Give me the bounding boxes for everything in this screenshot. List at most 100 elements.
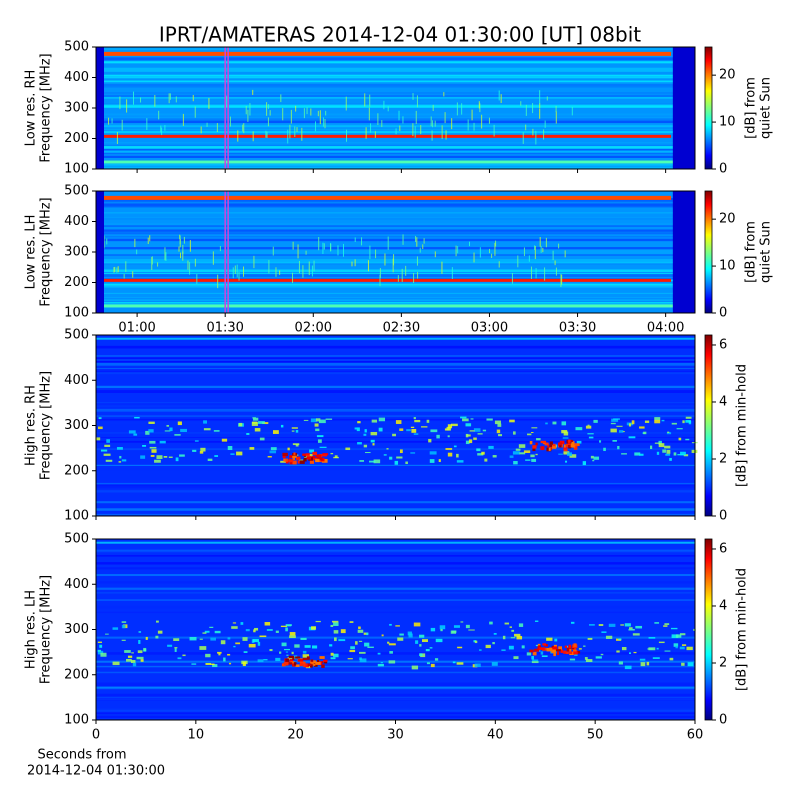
spectrogram-speckle xyxy=(285,651,289,653)
spectrogram-speckle xyxy=(143,647,147,652)
spectrogram-stripe xyxy=(96,421,695,425)
spectrogram-stripe xyxy=(96,124,695,128)
spectrogram-speckle xyxy=(603,447,606,452)
spectrogram-stripe xyxy=(96,131,695,134)
spectrogram-speckle xyxy=(446,426,451,431)
spectrogram-speckle xyxy=(569,454,577,458)
spectrogram-speckle xyxy=(370,123,372,133)
spectrogram-speckle xyxy=(164,430,171,432)
spectrogram-speckle xyxy=(447,452,453,457)
y-axis-label: Frequency [MHz] xyxy=(39,53,54,162)
spectrogram-speckle xyxy=(497,423,502,427)
spectrogram-speckle xyxy=(351,261,353,267)
spectrogram-speckle xyxy=(428,438,432,443)
spectrogram-stripe xyxy=(96,201,695,203)
spectrogram-speckle xyxy=(405,461,408,465)
spectrogram-burst xyxy=(566,647,572,652)
spectrogram-burst xyxy=(306,456,312,460)
spectrogram-speckle xyxy=(493,633,497,635)
spectrogram-speckle xyxy=(488,117,490,124)
spectrogram-speckle xyxy=(212,664,218,668)
spectrogram-speckle xyxy=(383,100,385,110)
spectrogram-stripe xyxy=(96,292,695,295)
spectrogram-gap xyxy=(672,47,695,169)
spectrogram-speckle xyxy=(407,631,412,636)
spectrogram-speckle xyxy=(468,629,475,631)
spectrogram-burst xyxy=(303,457,307,462)
spectrogram-stripe xyxy=(96,259,695,262)
spectrogram-stripe xyxy=(96,150,695,153)
spectrogram-speckle xyxy=(163,456,168,458)
spectrogram-speckle xyxy=(242,637,248,641)
spectrogram-speckle xyxy=(429,647,433,649)
spectrogram-speckle xyxy=(456,453,459,458)
spectrogram-stripe xyxy=(96,148,695,151)
spectrogram-stripe xyxy=(96,599,695,601)
spectrogram-speckle xyxy=(682,420,685,424)
spectrogram-speckle xyxy=(525,104,527,116)
spectrogram-speckle xyxy=(194,440,199,442)
spectrogram-speckle xyxy=(194,106,196,118)
spectrogram-burst xyxy=(283,458,287,462)
spectrogram-speckle xyxy=(314,423,319,427)
spectrogram-stripe xyxy=(96,61,695,64)
spectrogram-speckle xyxy=(498,261,500,268)
spectrogram-speckle xyxy=(262,422,269,425)
spectrogram-burst xyxy=(547,444,550,448)
spectrogram-burst xyxy=(309,664,313,668)
spectrogram-speckle xyxy=(231,626,238,629)
spectrogram-speckle xyxy=(491,253,493,258)
spectrogram-speckle xyxy=(419,644,422,647)
spectrogram-speckle xyxy=(258,421,265,424)
spectrogram-speckle xyxy=(345,96,347,111)
spectrogram-speckle xyxy=(263,659,268,661)
spectrogram-burst xyxy=(293,452,296,456)
spectrogram-speckle xyxy=(358,640,363,642)
y-tick-label: 400 xyxy=(64,373,89,388)
spectrogram-speckle xyxy=(465,440,470,445)
spectrogram-speckle xyxy=(452,661,456,664)
spectrogram-speckle xyxy=(498,90,500,101)
spectrogram-speckle xyxy=(161,127,163,136)
spectrogram-speckle xyxy=(227,637,231,640)
y-tick-label: 100 xyxy=(64,509,89,524)
spectrogram-speckle xyxy=(249,103,251,116)
spectrogram-burst xyxy=(573,643,577,648)
spectrogram-speckle xyxy=(525,124,527,131)
spectrogram-speckle xyxy=(270,447,277,451)
spectrogram-stripe xyxy=(96,550,695,553)
spectrogram-speckle xyxy=(420,125,422,135)
spectrogram-burst xyxy=(302,657,308,661)
spectrogram-speckle xyxy=(286,654,289,656)
spectrogram-speckle xyxy=(399,125,401,132)
spectrogram-burst xyxy=(315,454,322,458)
spectrogram-speckle xyxy=(546,96,548,101)
spectrogram-speckle xyxy=(252,421,258,424)
spectrogram-speckle xyxy=(290,109,292,124)
spectrogram-speckle xyxy=(333,622,339,627)
spectrogram-speckle xyxy=(142,445,147,447)
spectrogram-stripe xyxy=(96,464,695,466)
spectrogram-speckle xyxy=(402,234,404,245)
spectrogram-speckle xyxy=(370,431,378,436)
spectrogram-speckle xyxy=(473,428,481,432)
spectrogram-speckle xyxy=(316,435,324,438)
spectrogram-speckle xyxy=(330,242,332,252)
spectrogram-stripe xyxy=(96,223,695,226)
spectrogram-speckle xyxy=(389,623,392,626)
spectrogram-speckle xyxy=(281,642,287,647)
spectrogram-speckle xyxy=(489,248,491,254)
spectrogram-speckle xyxy=(302,650,307,654)
spectrogram-speckle xyxy=(206,122,208,127)
spectrogram-stripe xyxy=(96,212,695,214)
spectrogram-speckle xyxy=(679,646,685,650)
spectrogram-speckle xyxy=(412,123,414,137)
spectrogram-speckle xyxy=(136,249,138,255)
spectrogram-speckle xyxy=(112,627,119,630)
spectrogram-speckle xyxy=(121,639,126,641)
spectrogram-speckle xyxy=(140,659,144,662)
spectrogram-burst xyxy=(535,442,538,446)
spectrogram-speckle xyxy=(145,430,150,435)
spectrogram-speckle xyxy=(236,264,238,278)
spectrogram-speckle xyxy=(357,629,364,633)
